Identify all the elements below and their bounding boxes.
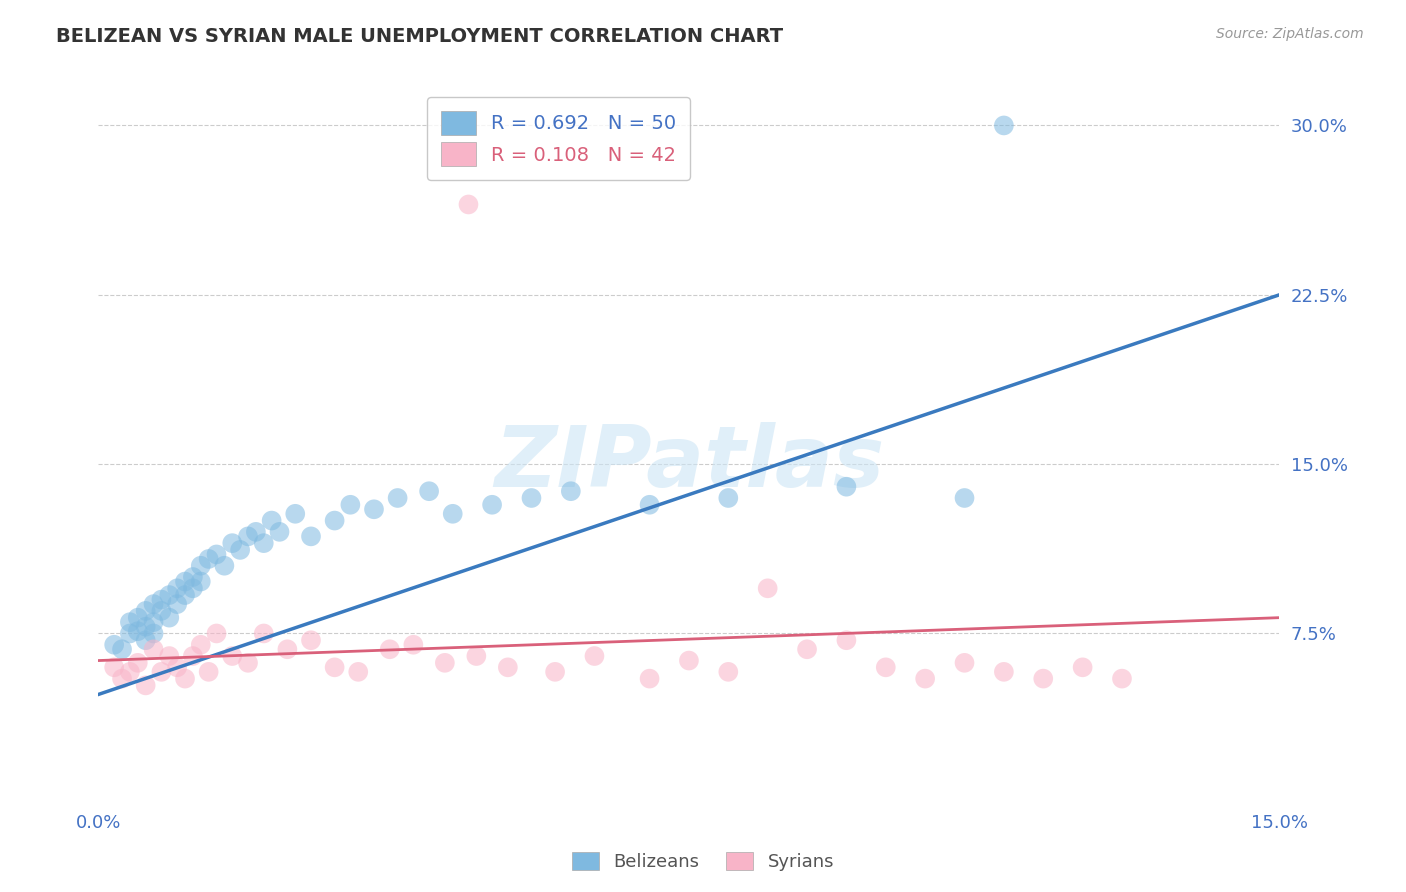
Point [150,592,173,607]
Point [205,626,228,640]
Point [181,648,204,663]
Point [1032,672,1054,686]
Point [174,672,197,686]
Point [260,514,283,528]
Point [221,648,243,663]
Point [560,484,582,499]
Point [157,648,180,663]
Point [142,597,165,611]
Point [953,656,976,670]
Point [465,648,488,663]
Point [135,620,157,634]
Point [221,536,243,550]
Point [157,588,180,602]
Legend: R = 0.692   N = 50, R = 0.108   N = 42: R = 0.692 N = 50, R = 0.108 N = 42 [427,97,690,179]
Point [835,633,858,648]
Point [347,665,370,679]
Point [418,484,440,499]
Point [190,574,212,589]
Point [181,582,204,596]
Point [111,642,134,657]
Point [135,633,157,648]
Point [378,642,401,657]
Point [433,656,456,670]
Point [387,491,409,505]
Point [135,604,157,618]
Point [299,529,322,543]
Point [875,660,897,674]
Point [118,615,141,630]
Point [103,638,125,652]
Point [127,610,149,624]
Point [953,491,976,505]
Point [111,672,134,686]
Point [236,529,259,543]
Point [142,626,165,640]
Point [520,491,543,505]
Point [914,672,936,686]
Point [717,665,740,679]
Point [157,610,180,624]
Point [190,638,212,652]
Point [135,678,157,692]
Point [174,574,197,589]
Point [496,660,519,674]
Point [638,498,661,512]
Point [181,570,204,584]
Point [276,642,298,657]
Point [214,558,236,573]
Point [269,524,291,539]
Point [253,626,276,640]
Point [127,624,149,639]
Point [166,597,188,611]
Point [756,582,779,596]
Point [402,638,425,652]
Point [339,498,361,512]
Point [796,642,818,657]
Point [678,654,700,668]
Point [284,507,307,521]
Text: ZIPatlas: ZIPatlas [494,422,884,505]
Point [174,588,197,602]
Point [142,642,165,657]
Point [457,197,479,211]
Point [166,582,188,596]
Point [299,633,322,648]
Point [166,660,188,674]
Point [229,542,252,557]
Point [197,552,219,566]
Point [103,660,125,674]
Point [323,514,346,528]
Point [323,660,346,674]
Point [150,604,173,618]
Point [717,491,740,505]
Text: Source: ZipAtlas.com: Source: ZipAtlas.com [1216,27,1364,41]
Point [118,626,141,640]
Point [638,672,661,686]
Point [481,498,503,512]
Point [190,558,212,573]
Text: BELIZEAN VS SYRIAN MALE UNEMPLOYMENT CORRELATION CHART: BELIZEAN VS SYRIAN MALE UNEMPLOYMENT COR… [56,27,783,45]
Point [245,524,267,539]
Point [441,507,464,521]
Point [835,480,858,494]
Point [236,656,259,670]
Point [583,648,606,663]
Point [993,119,1015,133]
Point [253,536,276,550]
Point [205,548,228,562]
Point [150,665,173,679]
Point [127,656,149,670]
Point [1071,660,1094,674]
Point [118,665,141,679]
Point [993,665,1015,679]
Legend: Belizeans, Syrians: Belizeans, Syrians [564,845,842,879]
Point [197,665,219,679]
Point [1111,672,1133,686]
Point [142,615,165,630]
Point [363,502,385,516]
Point [544,665,567,679]
